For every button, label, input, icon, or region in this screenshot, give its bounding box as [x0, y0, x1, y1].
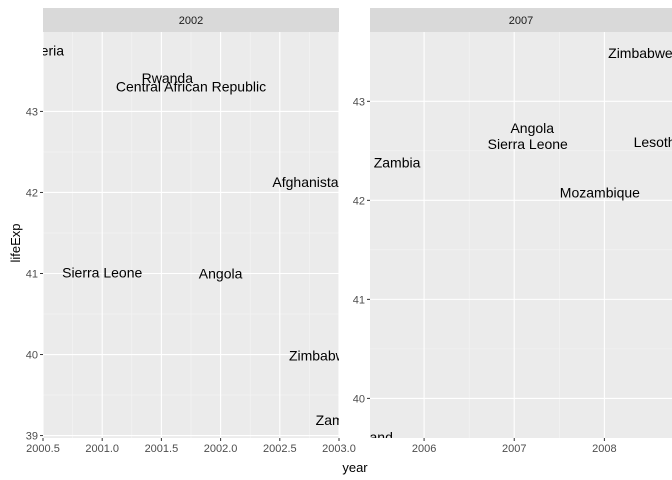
- panel-background: [370, 32, 672, 438]
- point-label: Rwanda: [142, 70, 194, 86]
- y-tick-label: 39: [26, 431, 38, 443]
- facet-panel-2007: 2007 2006 2007 2008 40 41 42 43 Zimbabwe AngolaSi…: [329, 8, 672, 455]
- y-tick-label: 40: [353, 393, 365, 405]
- x-tick-label: 2001.5: [145, 443, 179, 455]
- facet-strip-label: 2002: [179, 15, 203, 27]
- gridlines: [370, 32, 672, 438]
- y-tick-label: 42: [26, 187, 38, 199]
- point-label: Angola: [199, 265, 243, 281]
- y-axis-title: lifeExp: [8, 223, 23, 262]
- point-label: Central African Republic: [116, 78, 266, 94]
- facet-panel-2002: 2002 2000.5 2001.0 2001.5 2002.0 2002.5 2003.0…: [22, 8, 363, 455]
- point-label: Zambia: [374, 155, 421, 171]
- point-label: Sierra Leone: [488, 136, 568, 152]
- point-label: Swaziland: [329, 429, 393, 445]
- facets-layer: 2002 2000.5 2001.0 2001.5 2002.0 2002.5 2003.0…: [22, 8, 672, 455]
- y-tick-label: 40: [26, 350, 38, 362]
- x-tick-label: 2002.0: [204, 443, 238, 455]
- x-tick-label: 2001.0: [85, 443, 119, 455]
- y-tick-label: 41: [26, 268, 38, 280]
- x-axis-title: year: [342, 460, 368, 475]
- facet-strip: [43, 8, 339, 32]
- point-label: Angola: [510, 120, 554, 136]
- y-tick-label: 43: [353, 96, 365, 108]
- point-label: Zimbabwe: [608, 45, 672, 61]
- y-tick-label: 41: [353, 294, 365, 306]
- y-tick-label: 43: [26, 106, 38, 118]
- facet-strip: [370, 8, 672, 32]
- facet-strip-label: 2007: [509, 15, 533, 27]
- x-tick-label: 2008: [592, 443, 616, 455]
- x-tick-label: 2003.0: [322, 443, 356, 455]
- point-label: Mozambique: [560, 184, 640, 200]
- x-tick-label: 2000.5: [26, 443, 60, 455]
- point-label: Liberia: [22, 43, 64, 59]
- point-label: Lesotho: [634, 134, 672, 150]
- x-tick-label: 2007: [502, 443, 526, 455]
- point-label: Zambia: [316, 412, 363, 428]
- x-tick-label: 2006: [412, 443, 436, 455]
- point-label: Zimbabwe: [289, 347, 354, 363]
- y-tick-label: 42: [353, 195, 365, 207]
- x-tick-label: 2002.5: [263, 443, 297, 455]
- gridlines: [43, 32, 339, 438]
- point-label: Sierra Leone: [62, 265, 142, 281]
- point-label: Afghanistan: [272, 174, 346, 190]
